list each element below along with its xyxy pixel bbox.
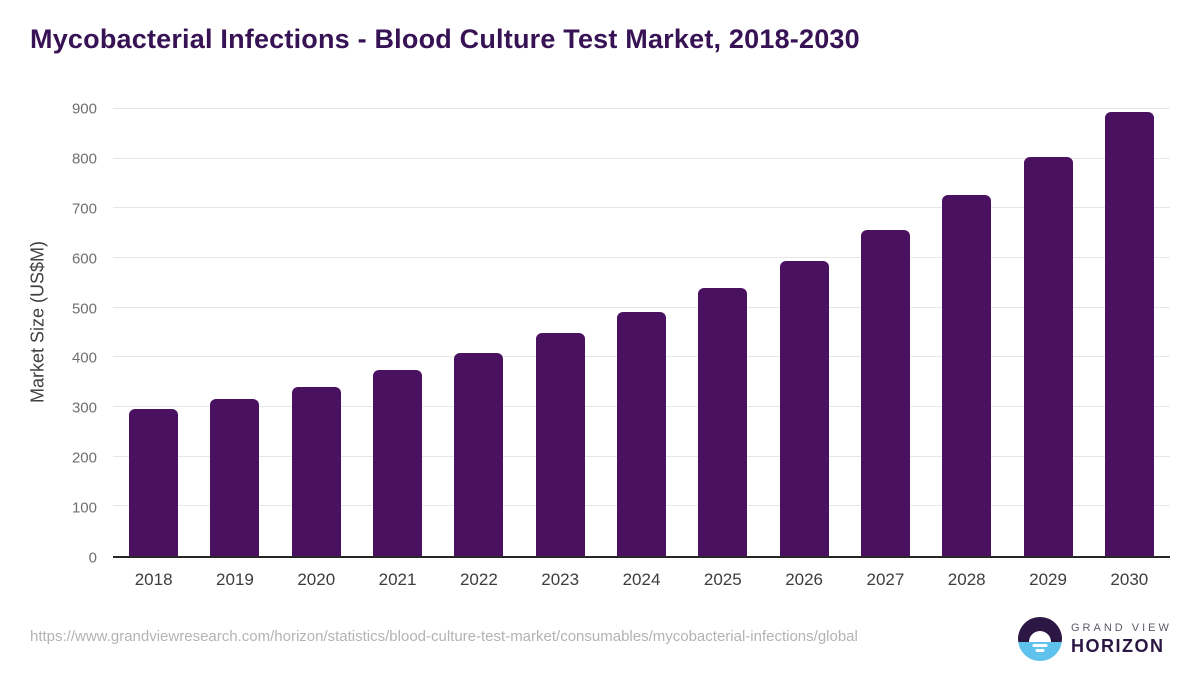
gridline-500: [113, 306, 1170, 308]
gridline-800: [113, 157, 1170, 159]
gridline-900: [113, 108, 1170, 109]
y-tick-label-200: 200: [71, 449, 97, 467]
x-tick-label-2025: 2025: [703, 570, 742, 589]
x-tick-label-2020: 2020: [297, 570, 336, 589]
y-tick-label-800: 800: [71, 150, 97, 168]
x-tick-label-2018: 2018: [134, 570, 173, 589]
gridline-600: [113, 257, 1170, 259]
bar-2029[interactable]: [1023, 156, 1073, 556]
bar-2021[interactable]: [373, 369, 423, 556]
bar-2024[interactable]: [617, 312, 666, 556]
y-tick-label-400: 400: [71, 349, 97, 367]
brand-logo: GRAND VIEW HORIZON: [1018, 617, 1172, 661]
bar-2030[interactable]: [1104, 111, 1154, 556]
y-tick-label-300: 300: [71, 399, 97, 417]
x-tick-label-2027: 2027: [866, 570, 905, 589]
bar-2025[interactable]: [698, 287, 748, 556]
y-tick-label-600: 600: [71, 250, 97, 268]
chart-title: Mycobacterial Infections - Blood Culture…: [30, 24, 860, 54]
logo-reflection-line: [1032, 644, 1048, 648]
x-tick-label-2023: 2023: [541, 570, 580, 589]
bar-2026[interactable]: [779, 260, 829, 556]
bar-2018[interactable]: [129, 409, 179, 556]
x-tick-label-2030: 2030: [1110, 570, 1149, 589]
bar-2019[interactable]: [210, 399, 260, 556]
plot-area: [113, 108, 1170, 558]
x-axis-tick-labels: 2018 2019 2020 2021 2022 2023 2024 2025 2026 2027…: [113, 570, 1170, 594]
gridline-700: [113, 207, 1170, 209]
bar-2020[interactable]: [291, 386, 341, 556]
y-tick-label-100: 100: [71, 499, 97, 517]
y-tick-label-0: 0: [88, 549, 97, 567]
x-tick-label-2019: 2019: [216, 570, 254, 589]
y-tick-label-500: 500: [71, 300, 97, 318]
x-tick-label-2024: 2024: [622, 570, 661, 589]
logo-text: GRAND VIEW HORIZON: [1071, 622, 1172, 657]
y-tick-label-700: 700: [71, 200, 97, 218]
x-tick-label-2026: 2026: [785, 570, 824, 589]
x-tick-label-2022: 2022: [459, 570, 498, 589]
bar-2028[interactable]: [942, 194, 992, 556]
logo-sun: [1029, 631, 1051, 643]
x-tick-label-2028: 2028: [947, 570, 986, 589]
x-tick-label-2021: 2021: [378, 570, 417, 589]
x-tick-label-2029: 2029: [1029, 570, 1067, 589]
y-tick-label-900: 900: [71, 100, 97, 118]
logo-text-horizon: HORIZON: [1071, 635, 1165, 656]
horizon-logo-icon: [1018, 617, 1062, 661]
bar-2027[interactable]: [860, 230, 910, 556]
y-axis-tick-labels: 0 100 200 300 400 500 600 700 800 900: [0, 101, 97, 567]
logo-text-grand-view: GRAND VIEW: [1071, 621, 1172, 634]
bar-2022[interactable]: [454, 352, 504, 556]
logo-reflection-line: [1035, 649, 1045, 653]
source-url: https://www.grandviewresearch.com/horizo…: [30, 628, 858, 645]
bar-2023[interactable]: [535, 332, 585, 556]
